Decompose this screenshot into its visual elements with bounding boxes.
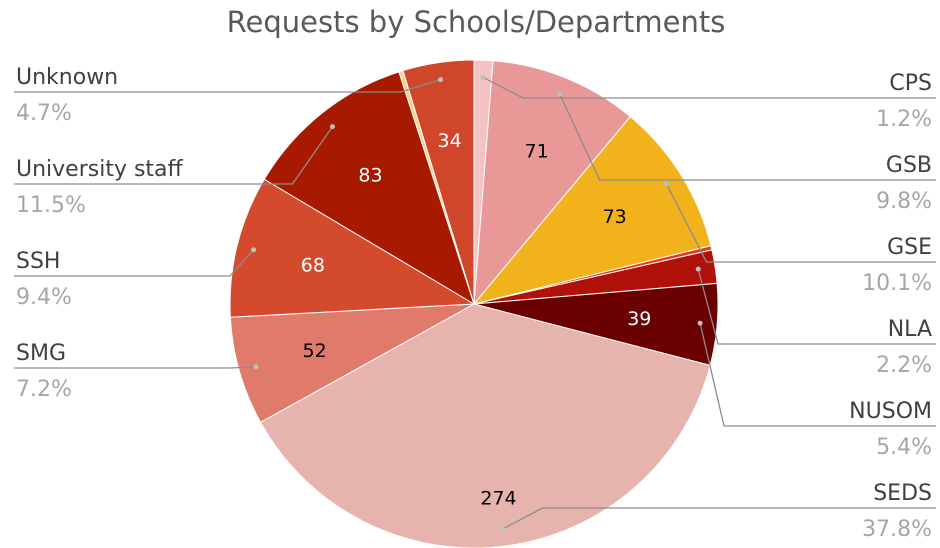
- slice-labels: 71 73 39 274 52 68 83 34 CPS 1.2% GSB 9.8% GSE 10.1% N…: [16, 65, 932, 542]
- category-label-cps: CPS: [889, 71, 932, 96]
- percent-label-gse: 10.1%: [862, 271, 932, 296]
- category-label-smg: SMG: [16, 341, 66, 366]
- leader-dot-smg: [253, 364, 259, 370]
- leader-line-university-staff: [14, 126, 334, 185]
- pie-slice-seds: [259, 303, 711, 548]
- pie-slice-university-staff: [263, 71, 475, 306]
- pie-slice-smg: [229, 303, 475, 423]
- percent-label-smg: 7.2%: [16, 377, 72, 402]
- pie-slice-gse: [472, 115, 712, 305]
- leader-line-smg: [14, 366, 256, 369]
- category-label-nla: NLA: [888, 317, 932, 342]
- leader-line-gsb: [559, 93, 936, 181]
- leader-line-unknown: [14, 78, 441, 93]
- leader-lines: [14, 74, 936, 532]
- leader-dot-seds: [500, 526, 505, 532]
- percent-label-gsb: 9.8%: [876, 189, 932, 214]
- pie-slices: [229, 59, 719, 548]
- category-label-nusom: NUSOM: [849, 399, 932, 424]
- category-label-seds: SEDS: [873, 481, 932, 506]
- percent-label-seds: 37.8%: [862, 517, 932, 542]
- percent-label-cps: 1.2%: [876, 107, 932, 132]
- pie-slice-unknown: [402, 59, 475, 305]
- leader-dot-cps: [480, 74, 486, 80]
- leader-line-seds: [502, 507, 936, 530]
- percent-label-unknown: 4.7%: [16, 101, 72, 126]
- leader-dot-gse: [664, 181, 669, 187]
- value-label-nusom: 39: [627, 308, 651, 330]
- category-label-gsb: GSB: [886, 153, 932, 178]
- pie-slice-ssh: [229, 178, 476, 318]
- category-label-unknown: Unknown: [16, 65, 118, 90]
- category-label-university-staff: University staff: [16, 157, 184, 182]
- value-label-unknown: 34: [438, 130, 462, 152]
- value-label-seds: 274: [480, 488, 516, 510]
- leader-dot-gsb: [557, 91, 563, 97]
- value-label-ssh: 68: [301, 254, 325, 276]
- leader-dot-nla: [695, 266, 701, 272]
- percent-label-nusom: 5.4%: [876, 435, 932, 460]
- chart-title: Requests by Schools/Departments: [227, 5, 726, 39]
- leader-line-cps: [482, 76, 936, 99]
- category-label-gse: GSE: [887, 235, 932, 260]
- leader-dot-unknown: [438, 77, 444, 83]
- percent-label-university-staff: 11.5%: [16, 193, 86, 218]
- leader-line-nla: [697, 268, 936, 345]
- percent-label-ssh: 9.4%: [16, 285, 72, 310]
- leader-line-ssh: [14, 249, 255, 277]
- leader-dot-nusom: [697, 320, 703, 326]
- percent-label-nla: 2.2%: [876, 353, 932, 378]
- pie-slice-gsb: [473, 60, 632, 306]
- value-label-university-staff: 83: [358, 164, 382, 186]
- leader-dot-ssh: [251, 247, 257, 253]
- leader-dot-university-staff: [330, 124, 335, 130]
- value-label-gsb: 71: [525, 140, 549, 162]
- leader-line-nusom: [699, 323, 936, 427]
- leader-line-gse: [665, 183, 936, 263]
- value-label-gse: 73: [603, 206, 627, 228]
- value-label-smg: 52: [303, 340, 327, 362]
- category-label-ssh: SSH: [16, 249, 60, 274]
